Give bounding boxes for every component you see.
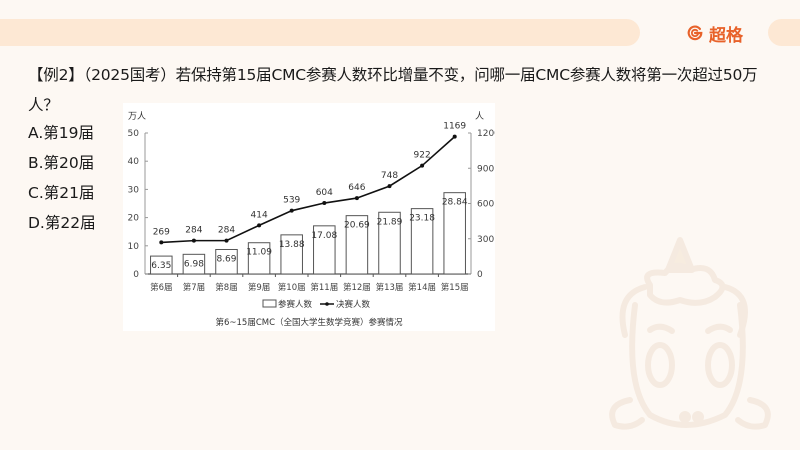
line-value-label: 284 (218, 226, 235, 236)
line-point (452, 134, 457, 139)
header-band-right (768, 19, 800, 46)
bar-value-label: 23.18 (409, 214, 435, 224)
bar (345, 215, 369, 275)
line-value-label: 922 (414, 151, 431, 161)
x-tick-label: 第11届 (310, 282, 338, 293)
g-logo-icon (687, 25, 703, 41)
left-tick-label: 10 (128, 242, 140, 252)
bar-value-label: 17.08 (311, 231, 337, 241)
option-d[interactable]: D.第22届 (28, 214, 96, 232)
right-axis-unit: 人 (475, 111, 484, 122)
bar (378, 211, 401, 275)
line-value-label: 646 (348, 183, 365, 193)
line-value-label: 284 (185, 226, 202, 236)
legend-line-marker (325, 302, 329, 306)
line-point (257, 223, 262, 228)
left-tick-label: 20 (128, 214, 140, 224)
final-count-line (161, 136, 456, 244)
bar-value-label: 6.98 (184, 259, 204, 269)
option-b[interactable]: B.第20届 (28, 154, 95, 172)
bar (150, 255, 173, 275)
x-tick-label: 第15届 (441, 282, 469, 293)
line-point (387, 184, 392, 189)
line-point (420, 163, 425, 168)
left-tick-label: 40 (128, 157, 140, 167)
line-value-label: 539 (283, 196, 300, 206)
bar-value-label: 11.09 (246, 248, 272, 258)
unicorn-mascot-icon (609, 237, 771, 430)
option-c[interactable]: C.第21届 (28, 184, 95, 202)
line-point (159, 240, 164, 245)
legend-bar-swatch (262, 299, 277, 308)
bar (247, 242, 271, 275)
bar (280, 234, 303, 275)
line-point (354, 196, 359, 201)
bar-value-label: 6.35 (151, 261, 171, 271)
right-tick-label: 600 (477, 200, 494, 210)
bar (443, 192, 466, 275)
right-tick-label: 300 (477, 235, 494, 245)
chart-title: 第6~15届CMC（全国大学生数学竞赛）参赛情况 (215, 317, 403, 328)
answer-options: A.第19届 B.第20届 C.第21届 D.第22届 (28, 118, 96, 238)
line-value-label: 1169 (443, 122, 466, 132)
left-tick-label: 30 (128, 185, 140, 195)
bar-value-label: 13.88 (279, 240, 305, 250)
bar-value-label: 8.69 (216, 254, 236, 264)
bar (215, 248, 238, 275)
bar (182, 253, 206, 275)
x-tick-label: 第7届 (183, 282, 205, 293)
line-value-label: 414 (251, 210, 268, 220)
x-tick-label: 第13届 (376, 282, 404, 293)
x-tick-label: 第14届 (408, 282, 436, 293)
right-tick-label: 900 (477, 164, 494, 174)
brand-name: 超格 (709, 25, 743, 46)
bar-value-label: 28.84 (442, 198, 468, 208)
line-value-label: 748 (381, 171, 398, 181)
bar-value-label: 21.89 (377, 217, 403, 227)
brand-logo: 超格 (686, 21, 743, 46)
x-tick-label: 第10届 (278, 282, 306, 293)
left-tick-label: 50 (128, 129, 140, 139)
bar (410, 208, 434, 275)
line-point (191, 238, 196, 243)
right-tick-label: 0 (477, 270, 483, 280)
option-a[interactable]: A.第19届 (28, 124, 94, 142)
chart-canvas: 万人 人 0 10 20 30 40 50 0 300 600 900 1200 6.35 第6届 6.98 第… (128, 111, 495, 328)
x-tick-label: 第9届 (248, 282, 270, 293)
cmc-chart: 万人 人 0 10 20 30 40 50 0 300 600 900 1200 6.35 第6届 6.98 第… (123, 103, 495, 331)
bar (313, 225, 336, 275)
line-value-label: 269 (153, 227, 170, 237)
x-tick-label: 第12届 (343, 282, 371, 293)
bar-value-label: 20.69 (344, 221, 370, 231)
header-band (0, 19, 640, 46)
line-point (322, 201, 327, 206)
legend-line-label: 决赛人数 (336, 299, 371, 310)
line-point (224, 238, 229, 243)
x-tick-label: 第6届 (150, 282, 172, 293)
left-tick-label: 0 (133, 270, 139, 280)
left-axis-unit: 万人 (128, 111, 146, 122)
legend-bar-label: 参赛人数 (278, 299, 313, 310)
x-tick-label: 第8届 (215, 282, 237, 293)
line-point (289, 208, 294, 213)
right-tick-label: 1200 (477, 129, 495, 139)
question-text: 【例2】（2025国考）若保持第15届CMC参赛人数环比增量不变，问哪一届CMC… (28, 66, 758, 114)
line-value-label: 604 (316, 188, 333, 198)
